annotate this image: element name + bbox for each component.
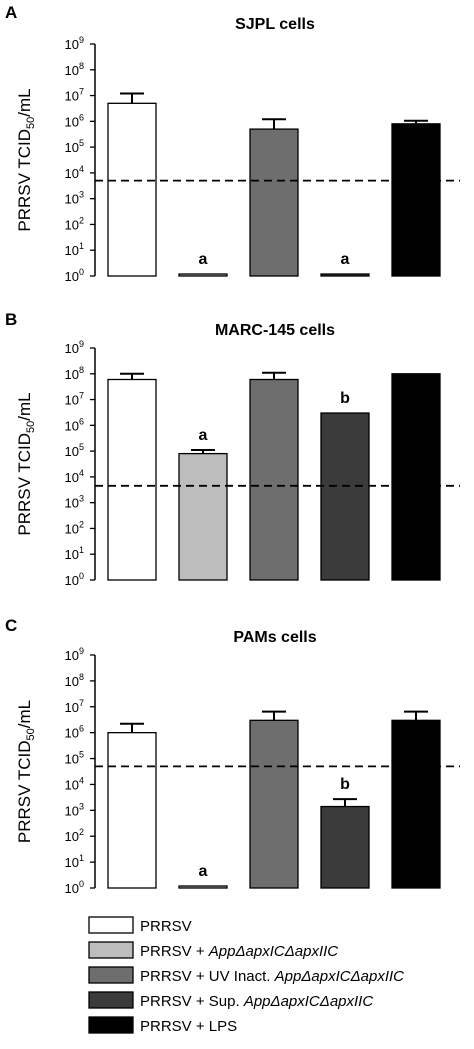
- panel-title: PAMs cells: [233, 629, 316, 646]
- y-tick-label: 106: [65, 724, 84, 741]
- y-tick-label: 100: [65, 571, 84, 588]
- y-tick-label: 107: [65, 87, 84, 104]
- bar-4: [320, 273, 370, 277]
- y-tick-label: 103: [65, 190, 84, 207]
- legend-swatch: [88, 1016, 134, 1034]
- legend: PRRSV PRRSV + AppΔapxICΔapxIIC PRRSV + UV …: [88, 916, 404, 1035]
- significance-label: a: [199, 427, 208, 444]
- legend-label: PRRSV + LPS: [140, 1018, 237, 1035]
- y-tick-label: 104: [65, 164, 84, 181]
- y-tick-label: 103: [65, 801, 84, 818]
- y-tick-label: 105: [65, 750, 84, 767]
- y-tick-label: 108: [65, 672, 84, 689]
- y-tick-label: 109: [65, 339, 84, 356]
- y-tick-label: 106: [65, 112, 84, 129]
- y-tick-label: 109: [65, 35, 84, 52]
- panel-letter: B: [5, 310, 17, 329]
- panel-a: A SJPL cells 100 101 102 103 104 105 106 107 108 10…: [5, 3, 460, 284]
- panel-title: MARC-145 cells: [215, 322, 335, 339]
- bar-1: [107, 732, 157, 889]
- y-tick-label: 101: [65, 545, 84, 562]
- y-tick-label: 102: [65, 215, 84, 232]
- panel-letter: A: [5, 3, 17, 22]
- y-axis-label: PRRSV TCID50/mL: [15, 700, 37, 843]
- legend-swatch: [88, 916, 134, 934]
- bar-1: [107, 378, 157, 581]
- legend-label: PRRSV + UV Inact. AppΔapxICΔapxIIC: [140, 968, 404, 985]
- y-tick-label: 108: [65, 61, 84, 78]
- y-tick-label: 104: [65, 468, 84, 485]
- y-tick-label: 108: [65, 365, 84, 382]
- y-axis-label: PRRSV TCID50/mL: [15, 392, 37, 535]
- bar-2: [178, 452, 228, 581]
- y-tick-label: 101: [65, 241, 84, 258]
- significance-label: b: [340, 390, 350, 407]
- legend-label: PRRSV + Sup. AppΔapxICΔapxIIC: [140, 993, 373, 1010]
- significance-label: b: [340, 776, 350, 793]
- legend-swatch: [88, 991, 134, 1009]
- y-tick-label: 107: [65, 698, 84, 715]
- legend-label: PRRSV: [140, 918, 192, 935]
- y-tick-label: 106: [65, 416, 84, 433]
- legend-label: PRRSV + AppΔapxICΔapxIIC: [140, 943, 338, 960]
- bar-1: [107, 102, 157, 277]
- panel-c: C PAMs cells 100 101 102 103 104 105 106 107 108 10…: [5, 616, 460, 896]
- bar-5: [391, 373, 441, 581]
- bar-3: [249, 378, 299, 581]
- bar-4: [320, 412, 370, 581]
- y-tick-label: 102: [65, 519, 84, 536]
- bar-3: [249, 719, 299, 889]
- bar-5: [391, 719, 441, 889]
- y-tick-label: 109: [65, 646, 84, 663]
- bar-5: [391, 123, 441, 277]
- legend-swatch: [88, 941, 134, 959]
- y-tick-label: 101: [65, 853, 84, 870]
- y-tick-label: 105: [65, 138, 84, 155]
- panel-b: B MARC-145 cells 100 101 102 103 104 105 106 107 1…: [5, 310, 460, 588]
- significance-label: a: [199, 863, 208, 880]
- y-tick-label: 105: [65, 442, 84, 459]
- y-tick-label: 102: [65, 827, 84, 844]
- bar-4: [320, 805, 370, 889]
- y-tick-label: 107: [65, 391, 84, 408]
- bar-2: [178, 885, 228, 889]
- y-tick-label: 100: [65, 879, 84, 896]
- panel-letter: C: [5, 616, 17, 635]
- significance-label: a: [199, 251, 208, 268]
- y-tick-label: 104: [65, 775, 84, 792]
- significance-label: a: [341, 251, 350, 268]
- legend-swatch: [88, 966, 134, 984]
- bar-3: [249, 128, 299, 277]
- bar-2: [178, 273, 228, 277]
- y-axis-label: PRRSV TCID50/mL: [15, 88, 37, 231]
- y-tick-label: 100: [65, 267, 84, 284]
- panel-title: SJPL cells: [235, 16, 315, 33]
- y-tick-label: 103: [65, 494, 84, 511]
